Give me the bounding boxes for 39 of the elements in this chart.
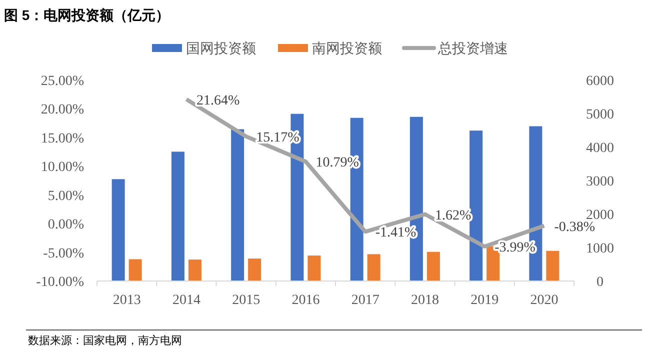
y-tick-label: -10.00%	[36, 275, 84, 290]
x-tick-label: 2013	[112, 293, 141, 308]
bar	[426, 252, 440, 281]
bar	[308, 256, 321, 281]
x-tick-label: 2019	[470, 293, 499, 308]
y2-tick-label: 6000	[586, 74, 614, 89]
y-tick-label: 0.00%	[48, 218, 84, 233]
legend-label: 总投资增速	[437, 40, 508, 56]
x-tick-label: 2016	[292, 293, 320, 308]
bar	[128, 259, 142, 281]
y-tick-label: 15.00%	[40, 131, 84, 146]
bar	[188, 260, 202, 281]
y2-tick-label: 3000	[586, 174, 614, 190]
x-tick-label: 2020	[530, 293, 558, 308]
y-tick-label: -5.00%	[43, 246, 84, 262]
y-tick-label: 5.00%	[48, 188, 84, 204]
bar	[231, 129, 244, 281]
y-tick-label: 25.00%	[40, 74, 84, 89]
data-label: 21.64%	[196, 93, 240, 108]
y2-tick-label: 4000	[586, 141, 614, 156]
source-note: 数据来源：国家电网，南方电网	[28, 334, 182, 347]
x-tick-label: 2015	[232, 293, 260, 308]
bar	[470, 130, 483, 281]
bar	[248, 258, 262, 281]
legend-label: 国网投资额	[186, 40, 256, 56]
x-tick-label: 2014	[172, 293, 200, 308]
y-tick-label: 20.00%	[40, 102, 84, 118]
x-tick-label: 2017	[351, 293, 380, 308]
chart-title: 图 5：电网投资额（亿元）	[4, 7, 170, 23]
x-tick-label: 2018	[410, 293, 439, 308]
y-tick-label: 10.00%	[40, 160, 84, 176]
bar	[546, 250, 560, 281]
y2-tick-label: 0	[596, 275, 604, 290]
legend-label: 南网投资额	[312, 40, 382, 56]
bar	[171, 152, 184, 281]
y2-tick-label: 5000	[586, 108, 614, 122]
y2-tick-label: 1000	[586, 242, 614, 256]
bar	[367, 254, 380, 281]
bar	[112, 179, 125, 281]
